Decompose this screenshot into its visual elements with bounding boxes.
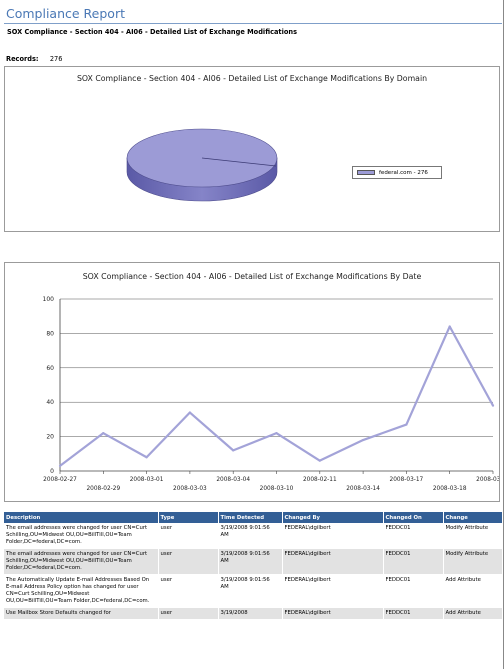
y-tick-label: 80 [46, 330, 54, 337]
x-tick-label: 2008-03-18 [433, 486, 467, 492]
domain-pie-chart [126, 128, 278, 202]
cell-description: Use Mailbox Store Defaults changed for [4, 607, 159, 620]
x-tick-label: 2008-03-01 [130, 477, 164, 483]
x-tick-label: 2008-03-17 [390, 477, 424, 483]
pie-slice-edge [201, 157, 277, 167]
cell-time-detected: 3/19/2008 9:01:56 AM [218, 548, 283, 575]
report-subtitle: SOX Compliance - Section 404 - AI06 - De… [7, 28, 297, 36]
x-tick-label: 2008-02-29 [86, 486, 120, 492]
data-point [275, 432, 278, 435]
modifications-table: Description Type Time Detected Changed B… [4, 512, 503, 620]
y-tick-label: 60 [46, 365, 54, 372]
date-chart-panel: SOX Compliance - Section 404 - AI06 - De… [4, 262, 500, 502]
x-tick-label: 2008-03-04 [216, 477, 250, 483]
cell-description: The email addresses were changed for use… [4, 523, 159, 549]
cell-change: Add Attribute [443, 574, 503, 608]
report-title: Compliance Report [6, 6, 125, 21]
column-header-type[interactable]: Type [158, 512, 219, 523]
cell-changed-on: FEDDC01 [383, 523, 444, 549]
data-point [58, 464, 62, 467]
column-header-description[interactable]: Description [4, 512, 159, 523]
cell-type: user [158, 574, 219, 608]
table-row: Use Mailbox Store Defaults changed for u… [4, 607, 503, 620]
date-chart-title: SOX Compliance - Section 404 - AI06 - De… [82, 272, 422, 281]
data-point [362, 438, 365, 442]
x-tick-label: 2008-03-14 [346, 486, 380, 492]
column-header-changed-on[interactable]: Changed On [383, 512, 444, 523]
domain-chart-panel: SOX Compliance - Section 404 - AI06 - De… [4, 66, 500, 232]
data-point [145, 456, 148, 459]
cell-time-detected: 3/19/2008 9:01:56 AM [218, 523, 283, 549]
cell-time-detected: 3/19/2008 9:01:56 AM [218, 574, 283, 608]
cell-type: user [158, 548, 219, 575]
y-tick-label: 20 [46, 434, 54, 441]
table-row: The email addresses were changed for use… [4, 523, 503, 549]
data-point [188, 411, 191, 414]
y-tick-label: 40 [46, 399, 54, 406]
data-point [448, 325, 451, 328]
y-tick-label: 0 [50, 468, 54, 475]
series-line [59, 325, 494, 467]
cell-changed-on: FEDDC01 [383, 607, 444, 620]
cell-changed-by: FEDERAL\dgilbert [282, 607, 384, 620]
records-value: 276 [49, 55, 63, 63]
table-row: The email addresses were changed for use… [4, 548, 503, 575]
records-count: Records: 276 [6, 55, 62, 63]
cell-type: user [158, 523, 219, 549]
cell-changed-on: FEDDC01 [383, 548, 444, 575]
records-label: Records: [6, 55, 39, 63]
cell-description: The email addresses were changed for use… [4, 548, 159, 575]
title-divider [4, 23, 502, 24]
legend-label: federal.com - 276 [379, 169, 428, 176]
date-line-chart: 0 20 40 60 80 100 2008-02-27 2008-02-29 2008-03-… [43, 296, 499, 492]
cell-changed-by: FEDERAL\dgilbert [282, 548, 384, 575]
cell-time-detected: 3/19/2008 [218, 607, 283, 620]
x-tick-label: 2008-02-11 [303, 477, 337, 483]
x-tick-label: 2008-03-19 [476, 477, 499, 483]
y-tick-label: 100 [43, 296, 55, 303]
data-point [232, 449, 235, 452]
cell-change: Modify Attribute [443, 548, 503, 575]
data-point [318, 459, 321, 462]
cell-changed-by: FEDERAL\dgilbert [282, 523, 384, 549]
x-tick-label: 2008-02-27 [43, 477, 77, 483]
cell-change: Add Attribute [443, 607, 503, 620]
cell-changed-on: FEDDC01 [383, 574, 444, 608]
x-tick-label: 2008-03-10 [260, 486, 294, 492]
data-point [405, 423, 408, 426]
cell-description: The Automatically Update E-mail Addresse… [4, 574, 159, 608]
x-tick-label: 2008-03-03 [173, 486, 207, 492]
column-header-time-detected[interactable]: Time Detected [218, 512, 283, 523]
domain-chart-title: SOX Compliance - Section 404 - AI06 - De… [76, 74, 428, 83]
column-header-changed-by[interactable]: Changed By [282, 512, 384, 523]
data-point [102, 432, 105, 435]
column-header-change[interactable]: Change [443, 512, 503, 523]
data-point [491, 404, 495, 407]
table-header-row: Description Type Time Detected Changed B… [4, 512, 503, 523]
cell-changed-by: FEDERAL\dgilbert [282, 574, 384, 608]
cell-change: Modify Attribute [443, 523, 503, 549]
legend-swatch [357, 170, 375, 175]
table-row: The Automatically Update E-mail Addresse… [4, 574, 503, 608]
domain-chart-legend: federal.com - 276 [352, 166, 442, 179]
cell-type: user [158, 607, 219, 620]
